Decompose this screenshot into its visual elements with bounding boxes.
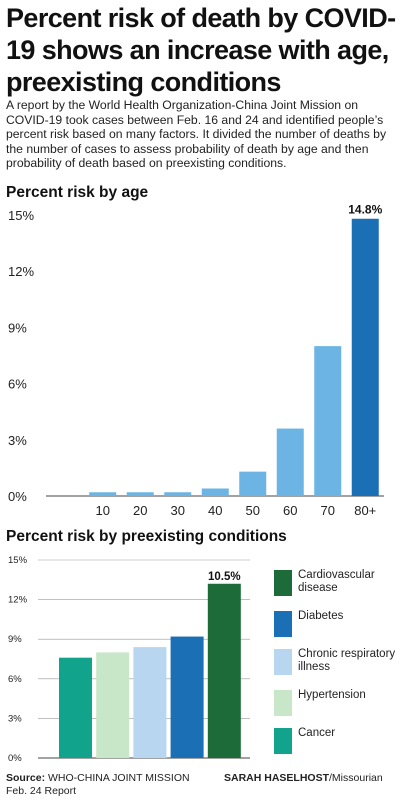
x-tick-label: 50 [246,503,260,518]
data-label: 10.5% [208,571,241,583]
x-tick-label: 10 [96,503,110,518]
bar [351,218,379,496]
source-label: Source: [6,772,46,784]
legend-label: Cancer [298,727,336,739]
x-tick-label: 20 [133,503,147,518]
data-label: 14.8% [348,203,382,217]
source-note: Source: WHO-CHINA JOINT MISSION Feb. 24 … [6,772,206,798]
legend-item: Hypertension [274,688,404,716]
intro-paragraph: A report by the World Health Organizatio… [6,98,387,171]
y-tick-label: 12% [8,264,34,279]
bar [239,471,267,496]
y-tick-label: 15% [8,555,28,566]
legend-item: Chronic respiratory illness [274,647,404,675]
y-tick-label: 3% [8,433,27,448]
legend-swatch [274,728,292,754]
bar [170,636,204,758]
credit-note: SARAH HASELHOST/Missourian [224,772,404,785]
bar [164,492,192,496]
legend-swatch [274,649,292,675]
legend-label: Cardiovascular disease [298,569,375,594]
legend-label: Hypertension [298,689,366,701]
legend-item: Diabetes [274,609,404,637]
legend-swatch [274,570,292,596]
legend-swatch [274,690,292,716]
bar [276,428,304,496]
bar [133,647,167,758]
legend-label: Diabetes [298,610,344,622]
legend-label: Chronic respiratory illness [298,648,396,673]
conditions-chart-title: Percent risk by preexisting conditions [6,528,287,545]
y-tick-label: 15% [8,208,34,223]
x-tick-label: 40 [208,503,222,518]
legend-item: Cardiovascular disease [274,568,404,596]
y-tick-label: 0% [8,753,22,764]
bar [89,492,117,496]
x-tick-label: 70 [321,503,335,518]
bar [314,346,342,496]
bar [59,657,92,758]
conditions-risk-chart: 0% 3% 6% 9% 12% 15% 10.5% [8,555,250,764]
age-risk-chart: 0% 3% 6% 9% 12% 15% 10 20 30 40 50 60 70 80+ 14.8% [8,203,384,518]
y-tick-label: 9% [8,634,22,645]
age-chart-title: Percent risk by age [6,184,149,201]
bar [207,583,241,758]
y-tick-label: 3% [8,713,22,724]
y-tick-label: 6% [8,674,22,685]
legend-swatch [274,611,292,637]
x-tick-label: 30 [171,503,185,518]
y-tick-label: 12% [8,595,28,606]
y-tick-label: 0% [8,489,27,504]
source-text: WHO-CHINA JOINT MISSION Feb. 24 Report [6,772,190,797]
legend-item: Cancer [274,726,404,754]
bar [201,488,229,496]
bar [126,492,154,496]
credit-name: SARAH HASELHOST [224,772,330,784]
credit-org: /Missourian [329,772,383,784]
y-tick-label: 6% [8,377,27,392]
bar [96,652,130,758]
x-tick-label: 80+ [354,503,376,518]
headline: Percent risk of death by COVID-19 shows … [6,3,396,97]
x-tick-label: 60 [283,503,297,518]
y-tick-label: 9% [8,320,27,335]
